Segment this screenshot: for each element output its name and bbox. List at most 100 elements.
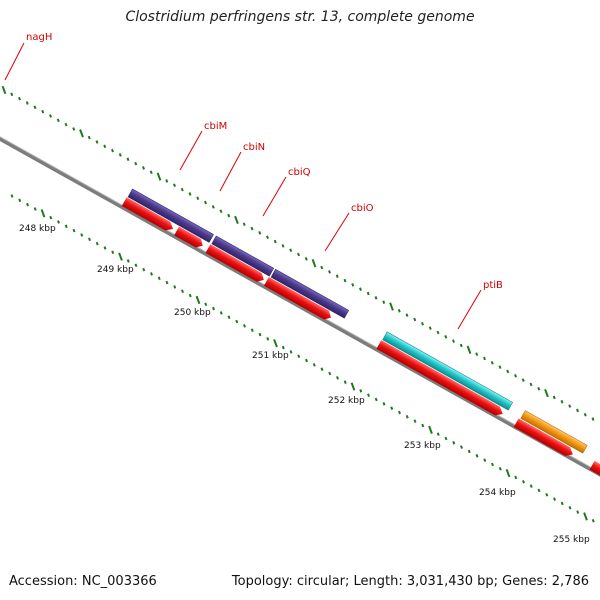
gene-arrow-cbiO[interactable] [263, 276, 333, 322]
minor-tick [250, 226, 254, 231]
scale-label: 251 kbp [252, 351, 289, 361]
gene-label-nagH[interactable]: nagH [26, 32, 52, 43]
major-tick [505, 468, 511, 478]
minor-tick [436, 432, 440, 436]
minor-tick [359, 287, 362, 291]
minor-tick [212, 306, 215, 311]
minor-tick [382, 402, 386, 406]
minor-tick [552, 395, 556, 400]
minor-tick [560, 399, 564, 404]
tick-marks [1, 85, 595, 523]
minor-tick [219, 209, 223, 214]
minor-tick [405, 313, 409, 317]
minor-tick [242, 222, 246, 227]
accession-info: Accession: NC_003366 [9, 574, 157, 589]
minor-tick [103, 144, 107, 149]
minor-tick [452, 441, 456, 445]
minor-tick [568, 404, 572, 408]
minor-tick [134, 263, 138, 268]
minor-tick [398, 410, 401, 415]
minor-tick [219, 311, 223, 315]
minor-tick [413, 419, 417, 423]
minor-tick [475, 352, 479, 356]
minor-tick [266, 337, 270, 341]
minor-tick [444, 335, 448, 339]
gene-label-cbiQ[interactable]: cbiQ [288, 167, 311, 178]
minor-tick [421, 423, 425, 428]
minor-tick [41, 109, 45, 114]
gene-arrow-cbiN[interactable] [174, 226, 205, 250]
scale-labels: 248 kbp 249 kbp 250 kbp 251 kbp 252 kbp … [19, 224, 590, 545]
minor-tick [490, 361, 494, 365]
minor-tick [475, 454, 479, 458]
minor-tick [95, 241, 99, 246]
minor-tick [421, 322, 424, 326]
scale-label: 248 kbp [19, 224, 56, 234]
gene-arrow-cbiM[interactable] [121, 197, 176, 233]
minor-tick [514, 475, 518, 480]
minor-tick [351, 283, 355, 287]
minor-tick [320, 367, 324, 371]
minor-tick [88, 237, 91, 242]
minor-tick [529, 484, 533, 488]
minor-tick [72, 228, 76, 233]
minor-tick [227, 213, 231, 218]
orange-feature-block[interactable] [520, 410, 588, 454]
cbi-operon-block-2[interactable] [211, 235, 275, 277]
minor-tick [188, 293, 192, 298]
major-tick [234, 215, 239, 225]
gene-features [121, 188, 600, 492]
minor-tick [452, 339, 455, 343]
minor-tick [126, 259, 130, 263]
minor-tick [312, 363, 316, 367]
minor-tick [568, 505, 572, 510]
minor-tick [343, 380, 347, 384]
minor-tick [436, 330, 440, 335]
minor-tick [521, 378, 525, 382]
gene-label-cbiN[interactable]: cbiN [243, 142, 265, 153]
minor-tick [522, 480, 525, 484]
map-title: Clostridium perfringens str. 13, complet… [125, 9, 475, 25]
minor-tick [336, 376, 339, 380]
minor-tick [483, 458, 487, 462]
gene-arrow-edge[interactable] [589, 460, 600, 492]
minor-tick [18, 96, 21, 101]
gene-label-cbiM[interactable]: cbiM [204, 121, 227, 132]
minor-tick [33, 207, 37, 211]
minor-tick [118, 153, 122, 157]
minor-tick [111, 250, 115, 255]
minor-tick [460, 445, 463, 449]
minor-tick [397, 309, 401, 313]
minor-tick [25, 101, 29, 105]
minor-tick [150, 272, 153, 276]
cbi-operon-block-1[interactable] [127, 188, 214, 243]
major-tick [544, 388, 549, 398]
minor-tick [80, 233, 84, 237]
gene-arrow-cbiQ[interactable] [205, 244, 267, 284]
minor-tick [367, 393, 370, 397]
cbi-operon-block-3[interactable] [270, 268, 350, 319]
gene-label-ptiB[interactable]: ptiB [483, 280, 503, 291]
minor-tick [483, 356, 486, 361]
minor-tick [258, 332, 262, 337]
minor-tick [553, 497, 556, 501]
minor-tick [467, 449, 471, 454]
minor-tick [366, 291, 370, 296]
gene-arrow-ptiB[interactable] [376, 340, 505, 418]
major-tick [428, 425, 433, 434]
gene-arrow-next[interactable] [513, 418, 576, 459]
ptiB-operon-block[interactable] [382, 331, 514, 411]
minor-tick [514, 374, 517, 378]
minor-tick [18, 198, 22, 203]
minor-tick [188, 192, 192, 196]
minor-tick [328, 371, 332, 376]
minor-tick [591, 417, 595, 421]
minor-tick [64, 224, 68, 229]
minor-tick [87, 135, 91, 140]
gene-label-cbiO[interactable]: cbiO [351, 203, 374, 214]
minor-tick [57, 220, 60, 224]
major-tick [118, 252, 123, 261]
minor-tick [273, 239, 277, 244]
minor-tick [266, 235, 269, 239]
minor-tick [26, 202, 29, 207]
